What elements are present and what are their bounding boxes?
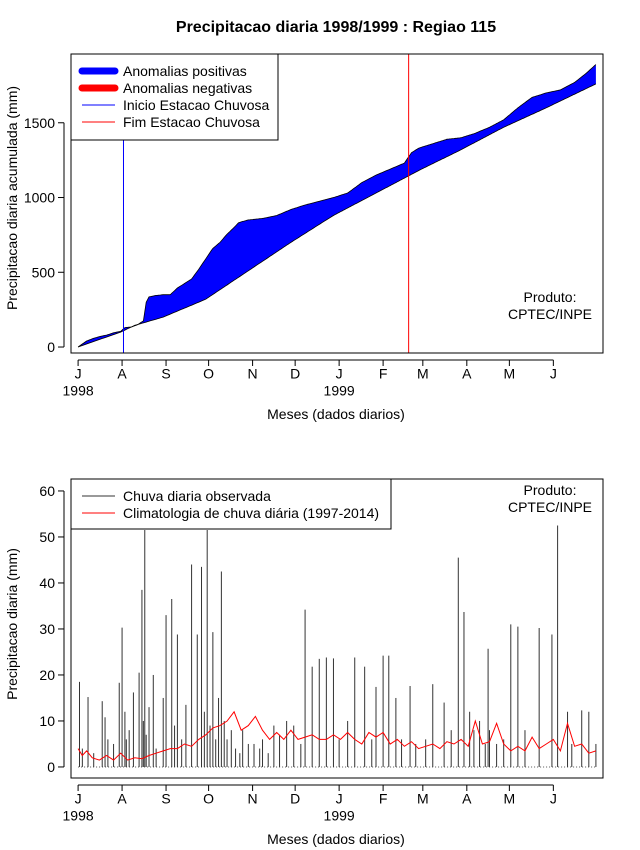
- x-tick-label: D: [290, 365, 300, 381]
- x-tick-label: J: [550, 790, 557, 806]
- x-tick-label: F: [379, 365, 388, 381]
- y-tick-label: 0: [47, 759, 55, 775]
- x-tick-label: A: [117, 790, 127, 806]
- x-tick-label: N: [248, 790, 258, 806]
- x-tick-label: S: [161, 790, 170, 806]
- legend-label-observed: Chuva diaria observada: [123, 488, 271, 504]
- product-label-bottom-line1: Produto:: [524, 482, 577, 498]
- x-tick-label: A: [462, 365, 472, 381]
- product-label-top-line2: CPTEC/INPE: [508, 306, 592, 322]
- x-tick-label: M: [504, 790, 516, 806]
- daily-y-label: Precipitacao diaria (mm): [4, 548, 20, 700]
- cumulative-y-axis: 0 500 1000 1500: [24, 115, 65, 355]
- x-tick-label: A: [462, 790, 472, 806]
- x-tick-label: F: [379, 790, 388, 806]
- x-tick-label: N: [248, 365, 258, 381]
- cumulative-plot-frame: [70, 53, 604, 354]
- year-label: 1999: [324, 382, 355, 398]
- y-tick-label: 10: [39, 713, 55, 729]
- y-tick-label: 30: [39, 621, 55, 637]
- climatology-cumulative-line: [77, 83, 597, 348]
- x-tick-label: J: [75, 790, 82, 806]
- y-tick-label: 50: [39, 529, 55, 545]
- x-tick-label: M: [504, 365, 516, 381]
- year-label: 1999: [324, 807, 355, 823]
- y-tick-label: 60: [39, 483, 55, 499]
- x-tick-label: S: [161, 365, 170, 381]
- positive-anomaly-area: [78, 64, 596, 347]
- legend-label-positive: Anomalias positivas: [123, 63, 247, 79]
- legend-label-season-end: Fim Estacao Chuvosa: [123, 114, 260, 130]
- legend-label-negative: Anomalias negativas: [123, 80, 252, 96]
- x-tick-label: J: [550, 365, 557, 381]
- y-tick-label: 20: [39, 667, 55, 683]
- y-tick-label: 0: [47, 339, 55, 355]
- year-label: 1998: [63, 382, 94, 398]
- cumulative-y-label: Precipitacao diaria acumulada (mm): [4, 86, 20, 310]
- x-tick-label: M: [417, 365, 429, 381]
- x-tick-label: O: [203, 365, 214, 381]
- daily-y-axis: 0 10 20 30 40 50 60: [39, 483, 65, 775]
- x-tick-label: J: [336, 790, 343, 806]
- daily-x-label: Meses (dados diarios): [267, 831, 405, 847]
- y-tick-label: 500: [32, 264, 56, 280]
- product-label-top-line1: Produto:: [524, 289, 577, 305]
- x-tick-label: J: [336, 365, 343, 381]
- product-label-bottom-line2: CPTEC/INPE: [508, 499, 592, 515]
- climatology-daily-line: [77, 710, 597, 761]
- x-tick-label: D: [290, 790, 300, 806]
- x-tick-label: O: [203, 790, 214, 806]
- daily-legend-box: [70, 478, 392, 530]
- y-tick-label: 1500: [24, 115, 55, 131]
- cumulative-legend: Anomalias positivas Anomalias negativas …: [70, 53, 279, 141]
- x-tick-label: J: [75, 365, 82, 381]
- figure-title: Precipitacao diaria 1998/1999 : Regiao 1…: [176, 19, 496, 36]
- x-tick-label: A: [117, 365, 127, 381]
- daily-legend: Chuva diaria observada Climatologia de c…: [70, 478, 392, 530]
- y-tick-label: 40: [39, 575, 55, 591]
- observed-cumulative-line: [77, 64, 597, 348]
- cumulative-x-label: Meses (dados diarios): [267, 406, 405, 422]
- legend-label-climatology: Climatologia de chuva diária (1997-2014): [123, 505, 379, 521]
- legend-label-season-start: Inicio Estacao Chuvosa: [123, 97, 270, 113]
- x-tick-label: M: [417, 790, 429, 806]
- year-label: 1998: [63, 807, 94, 823]
- y-tick-label: 1000: [24, 190, 55, 206]
